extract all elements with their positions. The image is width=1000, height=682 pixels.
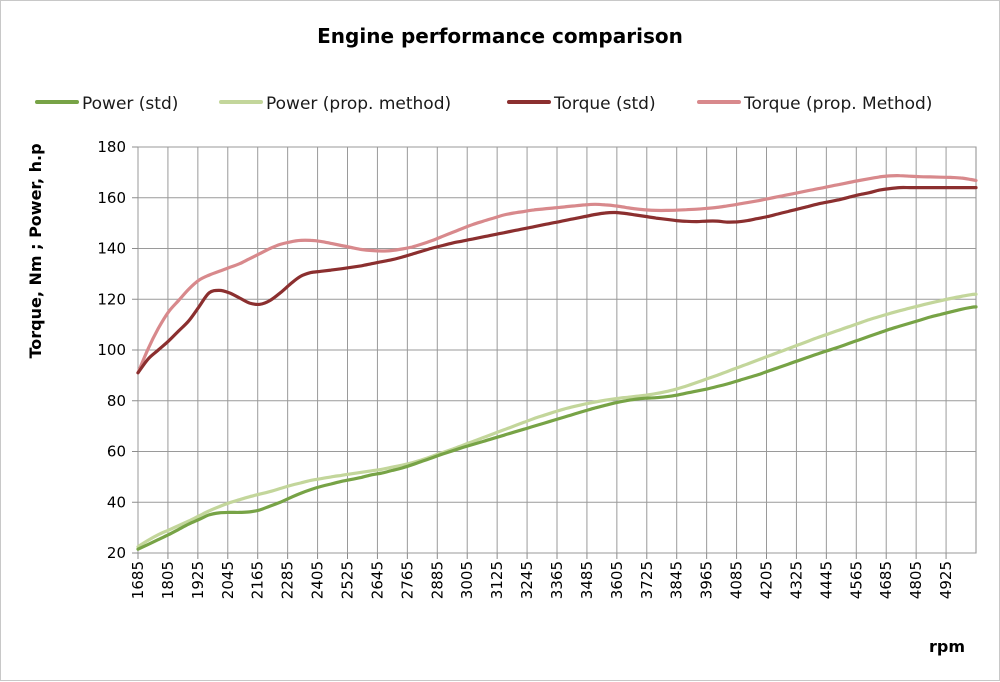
x-tick-label: 4325: [787, 561, 805, 599]
x-tick-label: 3605: [608, 561, 626, 599]
x-tick-label: 3485: [578, 561, 596, 599]
x-tick-label: 2285: [279, 561, 297, 599]
x-tick-label: 3725: [638, 561, 656, 599]
y-axis-ticks: 20 40 60 80 100 120 140 160 180: [97, 138, 138, 562]
x-axis-title: rpm: [929, 637, 965, 656]
x-tick-label: 4205: [758, 561, 776, 599]
series-power-std: [136, 305, 978, 551]
x-tick-label: 2885: [428, 561, 446, 599]
plot-series: [136, 174, 978, 551]
legend: Power (std) Power (prop. method) Torque …: [35, 94, 932, 114]
x-tick-label: 1685: [129, 561, 147, 599]
y-tick-label: 20: [107, 544, 126, 562]
y-tick-label: 40: [107, 493, 126, 511]
y-tick-label: 140: [97, 240, 126, 258]
y-tick-label: 180: [97, 138, 126, 156]
y-tick-label: 60: [107, 443, 126, 461]
x-tick-label: 4565: [847, 561, 865, 599]
x-tick-label: 4925: [937, 561, 955, 599]
x-tick-label: 2405: [309, 561, 327, 599]
y-tick-label: 120: [97, 290, 126, 308]
x-tick-label: 3845: [668, 561, 686, 599]
x-tick-label: 3365: [548, 561, 566, 599]
x-tick-label: 1805: [159, 561, 177, 599]
x-tick-label: 4805: [907, 561, 925, 599]
x-tick-label: 2645: [368, 561, 386, 599]
x-tick-label: 4685: [877, 561, 895, 599]
legend-label-power-prop: Power (prop. method): [266, 94, 451, 114]
y-tick-label: 80: [107, 392, 126, 410]
chart-title: Engine performance comparison: [317, 24, 683, 48]
x-axis-ticks: 1685 1805 1925 2045 2165 2285 2405 2525 2645 2765…: [129, 553, 955, 599]
y-axis-title: Torque, Nm ; Power, h.p: [26, 143, 45, 358]
y-tick-label: 160: [97, 189, 126, 207]
y-tick-label: 100: [97, 341, 126, 359]
x-tick-label: 4085: [728, 561, 746, 599]
plot-grid: [137, 146, 977, 554]
x-tick-label: 3005: [458, 561, 476, 599]
series-torque-std: [136, 185, 978, 375]
series-torque-prop: [136, 174, 978, 375]
legend-label-torque-std: Torque (std): [553, 94, 656, 114]
x-tick-label: 1925: [189, 561, 207, 599]
x-tick-label: 2045: [219, 561, 237, 599]
legend-label-power-std: Power (std): [82, 94, 178, 114]
x-tick-label: 3245: [518, 561, 536, 599]
x-tick-label: 3965: [698, 561, 716, 599]
x-tick-label: 2525: [339, 561, 357, 599]
x-tick-label: 4445: [817, 561, 835, 599]
x-tick-label: 2765: [398, 561, 416, 599]
x-tick-label: 3125: [488, 561, 506, 599]
legend-label-torque-prop: Torque (prop. Method): [743, 94, 932, 114]
x-tick-label: 2165: [249, 561, 267, 599]
series-power-prop: [136, 292, 978, 549]
